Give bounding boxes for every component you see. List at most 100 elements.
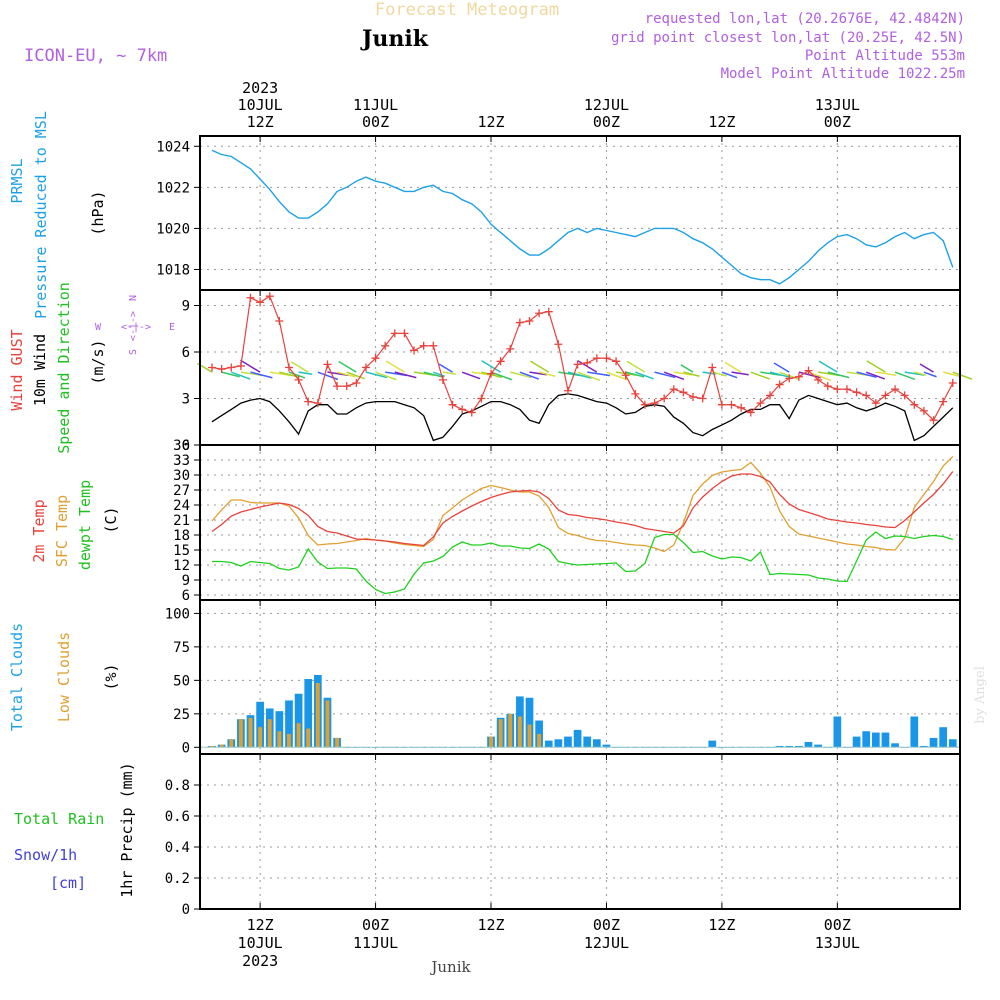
gust-point (352, 379, 361, 387)
temp-ytick-label: 36 (173, 438, 190, 454)
gust-point (852, 388, 861, 397)
wind-ytick-label: 3 (182, 392, 190, 408)
top-time-label: 13JUL (815, 96, 860, 114)
top-time-label: 12Z (708, 113, 735, 131)
sfc-label: SFC Temp (53, 495, 71, 567)
gust-point (794, 372, 803, 381)
wind-arrow (798, 371, 821, 379)
gust-point (390, 329, 399, 338)
precip-frame (199, 753, 961, 910)
wind-arrow (914, 371, 927, 376)
low-cloud-bar (219, 744, 224, 748)
total-cloud-bar (862, 731, 871, 748)
gust-point (236, 361, 245, 370)
gust-point (660, 394, 669, 403)
wind-arrow (673, 371, 692, 376)
wind-arrow (923, 371, 937, 378)
total-cloud-bar (583, 736, 592, 748)
snow-unit: [cm] (50, 874, 86, 892)
total-cloud-bar (814, 744, 822, 748)
low-cloud-bar (508, 713, 513, 748)
gust-point (381, 341, 390, 350)
gust-point (515, 318, 524, 327)
total-cloud-bar (833, 716, 842, 748)
gust-point (823, 382, 832, 391)
wind-arrow (385, 360, 405, 373)
wind-arrow (626, 360, 646, 373)
wind-arrow (587, 371, 611, 377)
wind-arrow (724, 361, 742, 373)
cloud-ytick-label: 0 (182, 740, 190, 756)
temp-ytick-label: 15 (173, 543, 190, 559)
temp-ytick-label: 21 (173, 513, 190, 529)
gust-point (477, 394, 486, 403)
pressure-unit: (hPa) (89, 190, 107, 235)
dewpt-line (212, 531, 953, 595)
precip-unit: 1hr Precip (mm) (118, 762, 136, 897)
total-cloud-bar (285, 700, 293, 748)
cloud-panel: 0 25 50 75 100 (165, 600, 960, 756)
gust-point (631, 389, 640, 398)
bottom-time-label: 12JUL (584, 934, 629, 952)
bottom-time-label: 11JUL (353, 934, 398, 952)
wind-arrow (567, 371, 592, 379)
gust-point (891, 385, 900, 394)
gust-point (217, 365, 226, 374)
gust-point (756, 399, 765, 408)
precip-ytick-label: 0.8 (165, 778, 190, 794)
wind-arrow (461, 371, 481, 380)
total-cloud-bar (871, 732, 880, 748)
gust-point (689, 392, 698, 401)
gust-point (929, 416, 938, 425)
gust-point (948, 379, 957, 387)
gust-point (467, 408, 476, 417)
wind-label: 10m Wind (31, 334, 49, 406)
temp-ytick-label: 30 (173, 468, 190, 484)
wind-arrow (317, 371, 339, 381)
bottom-time-label: 00Z (362, 916, 389, 934)
gust-point (419, 341, 428, 350)
gust-point (400, 329, 409, 338)
top-time-label: 12JUL (584, 96, 629, 114)
low-cloud-bar (258, 727, 263, 748)
compass-axis: <-|-> (128, 311, 139, 341)
gust-point (429, 341, 438, 350)
low-cloud-bar (517, 716, 522, 748)
wind-arrow (519, 371, 540, 380)
gust-line (211, 295, 954, 422)
wind-arrow (346, 371, 365, 380)
gust-point (939, 397, 948, 406)
total-cloud-bar (795, 745, 803, 748)
gust-point (487, 369, 496, 378)
gust-point (506, 344, 515, 353)
top-time-label: 00Z (824, 113, 851, 131)
t2m-line (211, 471, 954, 547)
t2m-label: 2m Temp (30, 499, 48, 562)
wind-arrow (773, 362, 790, 373)
bottom-time-label: 2023 (242, 952, 278, 970)
wind-arrow (240, 359, 261, 373)
total-cloud-label: Total Clouds (8, 623, 26, 731)
bottom-location: Junik (429, 958, 471, 976)
gust-point (669, 385, 678, 394)
requested-coords: requested lon,lat (20.2676E, 42.4842N) (645, 11, 965, 27)
wind-arrow (635, 371, 654, 380)
total-cloud-bar (852, 736, 861, 748)
gust-point (727, 400, 736, 409)
temp-unit: (C) (102, 506, 120, 533)
total-cloud-bar (525, 697, 534, 748)
wind-arrow (952, 371, 973, 380)
gust-point (265, 292, 274, 301)
wind-panel: 0 3 6 9 (182, 290, 973, 454)
gust-point (698, 394, 707, 403)
gust-point (208, 363, 217, 372)
precip-ytick-label: 0.4 (165, 840, 190, 856)
total-cloud-bar (948, 739, 957, 748)
compass-rose: N <-|-> S W <-|-> E (95, 295, 175, 355)
pressure-ytick-label: 1018 (156, 262, 190, 278)
gust-point (775, 380, 784, 389)
wind-arrow (654, 371, 676, 379)
